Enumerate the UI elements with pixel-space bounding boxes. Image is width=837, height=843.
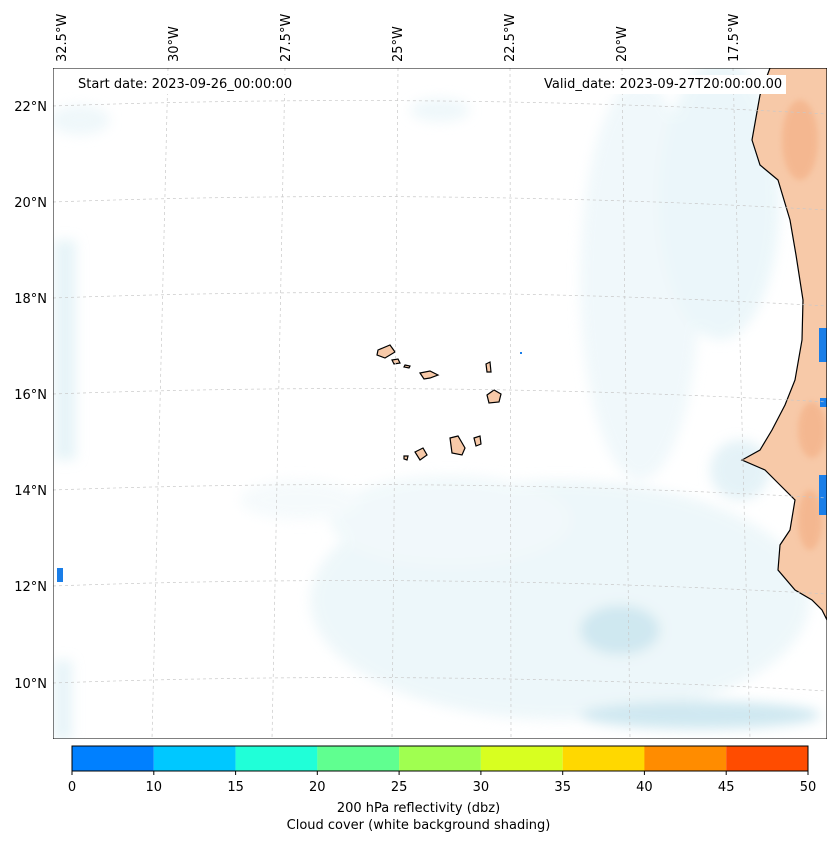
colorbar: 0 10 15 20 25 30 35 40 45 50 <box>68 745 816 795</box>
graticule <box>53 68 827 739</box>
lon-label: 22.5°W <box>503 14 518 62</box>
colorbar-tick-label: 10 <box>146 780 163 795</box>
lon-label: 20°W <box>615 26 630 62</box>
colorbar-title: 200 hPa reflectivity (dbz) <box>336 801 501 816</box>
colorbar-tick-label: 45 <box>718 780 735 795</box>
valid-date-label: Valid_date: 2023-09-27T20:00:00.00 <box>540 75 787 94</box>
colorbar-segment <box>399 746 481 771</box>
lat-label: 22°N <box>14 100 47 115</box>
lon-label: 25°W <box>391 26 406 62</box>
latitude-labels: 22°N 20°N 18°N 16°N 14°N 12°N 10°N <box>14 100 47 692</box>
colorbar-segment <box>317 746 400 771</box>
colorbar-segment <box>72 746 154 771</box>
colorbar-tick-marks <box>71 771 809 775</box>
lon-label: 30°W <box>167 26 182 62</box>
start-date-label: Start date: 2023-09-26_00:00:00 <box>74 75 297 94</box>
colorbar-segment <box>726 746 808 771</box>
colorbar-frame <box>71 745 809 772</box>
colorbar-tick-label: 25 <box>391 780 408 795</box>
colorbar-tick-label: 0 <box>68 780 76 795</box>
cape-verde-islands <box>376 344 502 461</box>
cloud-cover-shading <box>53 68 820 739</box>
colorbar-subtitle: Cloud cover (white background shading) <box>286 818 551 833</box>
colorbar-segment <box>562 746 645 771</box>
reflectivity-patches <box>57 328 827 582</box>
colorbar-segments <box>72 746 808 771</box>
colorbar-tick-label: 30 <box>473 780 490 795</box>
colorbar-tick-labels: 0 10 15 20 25 30 35 40 45 50 <box>68 780 816 795</box>
lat-label: 12°N <box>14 580 47 595</box>
lon-label: 32.5°W <box>55 14 70 62</box>
colorbar-tick-label: 15 <box>227 780 244 795</box>
lat-label: 14°N <box>14 484 47 499</box>
colorbar-tick-label: 50 <box>800 780 817 795</box>
colorbar-segment <box>235 746 318 771</box>
lat-label: 10°N <box>14 677 47 692</box>
lat-label: 20°N <box>14 196 47 211</box>
map-panel <box>53 68 827 739</box>
lat-label: 18°N <box>14 292 47 307</box>
africa-land <box>740 68 827 621</box>
colorbar-tick-label: 20 <box>309 780 326 795</box>
colorbar-tick-label: 35 <box>554 780 571 795</box>
colorbar-segment <box>153 746 236 771</box>
colorbar-segment <box>644 746 727 771</box>
lon-label: 17.5°W <box>727 14 742 62</box>
longitude-labels: 32.5°W 30°W 27.5°W 25°W 22.5°W 20°W 17.5… <box>55 14 742 62</box>
lon-label: 27.5°W <box>279 14 294 62</box>
colorbar-segment <box>480 746 563 771</box>
lat-label: 16°N <box>14 388 47 403</box>
colorbar-tick-label: 40 <box>636 780 653 795</box>
